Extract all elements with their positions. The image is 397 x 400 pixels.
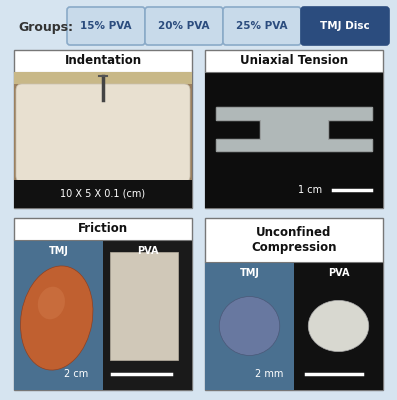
FancyBboxPatch shape xyxy=(14,218,192,390)
FancyBboxPatch shape xyxy=(110,252,178,360)
FancyBboxPatch shape xyxy=(16,84,190,182)
Text: Groups:: Groups: xyxy=(18,20,73,34)
FancyBboxPatch shape xyxy=(205,218,383,390)
Polygon shape xyxy=(216,107,372,151)
Text: 10 X 5 X 0.1 (cm): 10 X 5 X 0.1 (cm) xyxy=(60,189,146,199)
FancyBboxPatch shape xyxy=(14,240,103,390)
Ellipse shape xyxy=(21,266,93,370)
Text: 2 mm: 2 mm xyxy=(255,369,283,379)
FancyBboxPatch shape xyxy=(14,72,192,208)
Ellipse shape xyxy=(308,300,369,352)
FancyBboxPatch shape xyxy=(14,72,192,84)
FancyBboxPatch shape xyxy=(294,262,383,390)
Text: Friction: Friction xyxy=(78,222,128,236)
Text: PVA: PVA xyxy=(137,246,158,256)
FancyBboxPatch shape xyxy=(67,7,145,45)
Text: 2 cm: 2 cm xyxy=(64,369,88,379)
FancyBboxPatch shape xyxy=(205,262,294,390)
FancyBboxPatch shape xyxy=(205,72,383,208)
Text: Unconfined
Compression: Unconfined Compression xyxy=(251,226,337,254)
FancyBboxPatch shape xyxy=(223,7,301,45)
Text: PVA: PVA xyxy=(328,268,349,278)
FancyBboxPatch shape xyxy=(145,7,223,45)
Ellipse shape xyxy=(219,296,280,356)
FancyBboxPatch shape xyxy=(205,262,383,390)
Text: Indentation: Indentation xyxy=(64,54,142,68)
Text: 20% PVA: 20% PVA xyxy=(158,21,210,31)
FancyBboxPatch shape xyxy=(205,72,383,208)
Text: TMJ Disc: TMJ Disc xyxy=(320,21,370,31)
FancyBboxPatch shape xyxy=(301,7,389,45)
FancyBboxPatch shape xyxy=(14,50,192,208)
Text: 15% PVA: 15% PVA xyxy=(80,21,132,31)
FancyBboxPatch shape xyxy=(14,180,192,208)
Ellipse shape xyxy=(38,287,65,319)
FancyBboxPatch shape xyxy=(14,240,192,390)
Text: 25% PVA: 25% PVA xyxy=(236,21,288,31)
FancyBboxPatch shape xyxy=(103,240,192,390)
FancyBboxPatch shape xyxy=(205,50,383,208)
Text: TMJ: TMJ xyxy=(239,268,259,278)
Text: Uniaxial Tension: Uniaxial Tension xyxy=(240,54,348,68)
FancyBboxPatch shape xyxy=(14,72,192,208)
Text: TMJ: TMJ xyxy=(48,246,68,256)
Text: 1 cm: 1 cm xyxy=(298,185,322,195)
